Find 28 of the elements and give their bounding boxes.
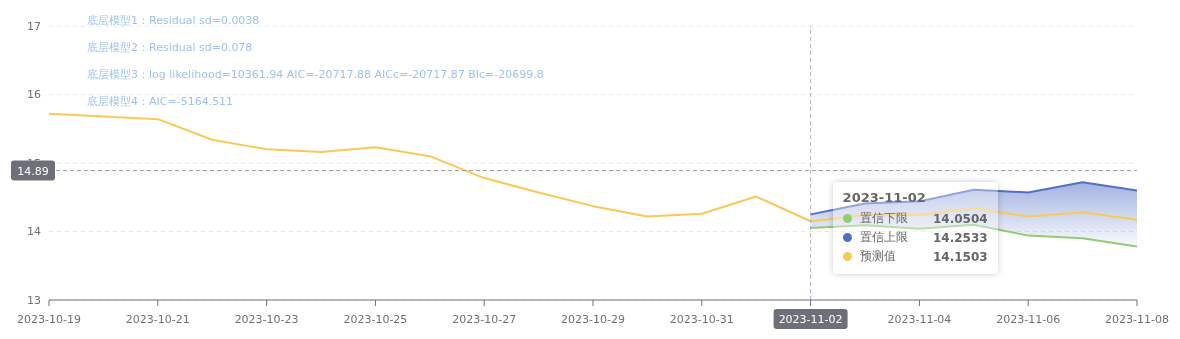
y-tick-label: 17 [27, 19, 41, 33]
x-tick-label: 2023-11-06 [996, 313, 1061, 326]
line-series [809, 223, 1137, 248]
x-tick-label: 2023-10-19 [17, 313, 81, 326]
x-tick-label: 2023-10-29 [561, 313, 625, 326]
y-tick-label: 13 [27, 293, 41, 307]
x-tick-label: 2023-11-08 [1105, 313, 1169, 326]
y-tick-label: 14 [27, 225, 41, 239]
legend-label: 置信上限 [859, 229, 909, 246]
annotation: 底层模型4：AIC=-5164.511 [87, 94, 234, 109]
annotation: 14.0504 [932, 211, 988, 226]
line-series [49, 112, 1137, 223]
x-tick-label: 2023-10-31 [669, 313, 734, 326]
y-tick-label: 16 [27, 88, 41, 102]
x-tick-label: 2023-11-02 [778, 313, 843, 326]
annotation: 2023-11-02 [842, 190, 927, 205]
x-tick-label: 2023-10-25 [343, 313, 408, 326]
annotation: 底层模型3：log likelihood=10361.94 AIC=-20717.88 AICc=-20717.87 BIc=-20699.8 [87, 67, 544, 82]
x-tick-label: 2023-10-27 [452, 313, 517, 326]
x-tick-label: 2023-10-21 [125, 313, 190, 326]
annotation: 14.2533 [932, 230, 988, 245]
annotation: 14.1503 [932, 249, 988, 264]
x-tick-label: 2023-11-04 [887, 313, 952, 326]
legend-label: 预测值 [859, 248, 897, 265]
x-tick-label: 2023-10-23 [234, 313, 299, 326]
ref-line-label: 14.89 [17, 164, 49, 178]
annotation: 底层模型2：Residual sd=0.078 [87, 40, 253, 55]
annotation: 底层模型1：Residual sd=0.0038 [87, 13, 260, 28]
